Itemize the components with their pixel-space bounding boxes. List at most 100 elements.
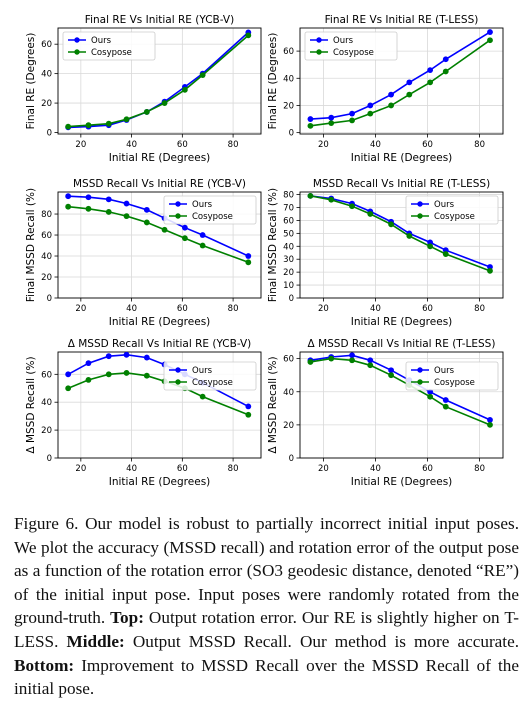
- legend-marker-ours: [175, 201, 181, 207]
- series-point-cosypose: [199, 393, 206, 400]
- series-point-cosypose: [388, 221, 394, 228]
- y-tick-label: 40: [41, 398, 52, 408]
- chart-panel-2: 20 40 60 80 0 20 40 60 Final RE Vs Initial RE (T…: [267, 14, 504, 164]
- y-tick-label: 20: [41, 426, 52, 436]
- series-point-cosypose: [388, 372, 394, 379]
- series-point-cosypose: [105, 120, 112, 127]
- series-point-cosypose: [181, 235, 188, 242]
- x-axis-label: Initial RE (Degrees): [109, 476, 211, 488]
- series-point-cosypose: [161, 100, 168, 106]
- x-tick-label: 60: [177, 140, 188, 150]
- series-point-ours: [123, 351, 130, 358]
- series-point-ours: [85, 360, 92, 367]
- series-point-ours: [181, 224, 188, 231]
- chart-panel-4: 20 40 60 80 0 10 20 30 40 50 60 70 80 MSSD Recall Vs …: [267, 178, 504, 328]
- x-axis-label: Initial RE (Degrees): [351, 476, 453, 488]
- y-tick-label: 60: [283, 355, 294, 365]
- series-point-ours: [307, 116, 314, 122]
- series-point-ours: [105, 196, 112, 203]
- x-tick-label: 20: [318, 140, 329, 150]
- legend: Ours Cosypose: [304, 31, 398, 61]
- series-point-cosypose: [442, 403, 449, 410]
- x-tick-label: 60: [422, 464, 433, 474]
- series-point-cosypose: [487, 37, 493, 44]
- series-point-cosypose: [367, 362, 374, 369]
- series-point-ours: [487, 417, 493, 423]
- caption-middle-text: Output MSSD Recall. Our method is more a…: [124, 631, 519, 651]
- x-tick-label: 60: [177, 304, 188, 314]
- series-point-cosypose: [328, 196, 335, 203]
- caption-top-label: Top:: [110, 608, 144, 628]
- series-point-cosypose: [245, 32, 252, 39]
- y-tick-label: 20: [283, 421, 294, 431]
- legend-marker-ours: [316, 37, 322, 43]
- series-point-cosypose: [181, 86, 188, 93]
- legend-marker-cosypose: [417, 379, 423, 385]
- legend-label-ours: Ours: [434, 366, 455, 376]
- series-point-cosypose: [123, 116, 130, 123]
- series-point-cosypose: [367, 211, 374, 217]
- legend-label-cosypose: Cosypose: [333, 48, 374, 58]
- series-point-cosypose: [406, 233, 413, 239]
- series-point-cosypose: [307, 359, 314, 365]
- series-point-cosypose: [65, 123, 72, 130]
- legend-label-ours: Ours: [192, 200, 213, 210]
- series-point-ours: [388, 91, 394, 98]
- series-point-cosypose: [199, 242, 206, 249]
- series-point-cosypose: [105, 209, 112, 215]
- figure-caption: Figure 6. Our model is robust to partial…: [14, 512, 519, 701]
- y-tick-label: 50: [283, 229, 294, 239]
- chart-panel-6: 20 40 60 80 0 20 40 60 Δ MSSD Recall Vs Initial …: [267, 338, 504, 488]
- y-tick-label: 60: [283, 216, 294, 226]
- x-tick-label: 40: [126, 304, 137, 314]
- x-tick-label: 20: [75, 304, 86, 314]
- y-tick-label: 0: [47, 454, 52, 464]
- series-point-cosypose: [85, 205, 92, 212]
- series-point-cosypose: [388, 102, 394, 109]
- series-point-ours: [349, 110, 355, 117]
- y-tick-label: 40: [283, 388, 294, 398]
- series-point-cosypose: [65, 203, 72, 210]
- series-point-cosypose: [199, 72, 206, 79]
- y-tick-label: 60: [283, 47, 294, 57]
- legend-box: [163, 195, 257, 225]
- series-point-cosypose: [123, 370, 130, 376]
- series-point-cosypose: [143, 372, 150, 379]
- series-point-ours: [487, 29, 493, 35]
- y-tick-label: 40: [41, 252, 52, 262]
- legend-marker-cosypose: [175, 213, 181, 219]
- legend-label-cosypose: Cosypose: [192, 212, 233, 222]
- y-tick-label: 70: [283, 204, 294, 214]
- x-axis-label: Initial RE (Degrees): [109, 152, 211, 164]
- series-point-cosypose: [245, 259, 252, 266]
- series-point-ours: [65, 193, 72, 200]
- legend-box: [304, 31, 398, 61]
- series-point-cosypose: [328, 355, 335, 362]
- x-axis-label: Initial RE (Degrees): [351, 316, 453, 328]
- legend-marker-ours: [175, 367, 181, 373]
- series-point-ours: [105, 353, 112, 360]
- x-tick-label: 80: [474, 140, 485, 150]
- legend: Ours Cosypose: [163, 195, 257, 225]
- legend-marker-cosypose: [417, 213, 423, 219]
- y-tick-label: 0: [47, 294, 52, 304]
- y-axis-label: Final MSSD Recall (%): [25, 188, 37, 302]
- chart-panel-3: 20 40 60 80 0 20 40 60 80 MSSD Recall Vs Initial …: [25, 178, 262, 328]
- series-point-cosypose: [85, 376, 92, 383]
- series-point-cosypose: [143, 109, 150, 115]
- series-point-ours: [245, 403, 252, 410]
- series-point-ours: [199, 232, 206, 238]
- x-tick-label: 40: [126, 140, 137, 150]
- series-point-cosypose: [65, 385, 72, 392]
- y-tick-label: 0: [289, 294, 294, 304]
- chart-title: Δ MSSD Recall Vs Initial RE (T-LESS): [308, 338, 496, 350]
- legend-marker-cosypose: [175, 379, 181, 385]
- figure-panels: 20 40 60 80 0 20 40 60 Final RE Vs Initial RE (Y…: [25, 14, 504, 488]
- x-axis-label: Initial RE (Degrees): [351, 152, 453, 164]
- plot-frame: [57, 27, 262, 135]
- y-tick-label: 60: [41, 231, 52, 241]
- series-point-ours: [123, 200, 130, 207]
- plot-frame: [57, 191, 262, 299]
- x-tick-label: 40: [370, 304, 381, 314]
- legend-label-cosypose: Cosypose: [434, 212, 475, 222]
